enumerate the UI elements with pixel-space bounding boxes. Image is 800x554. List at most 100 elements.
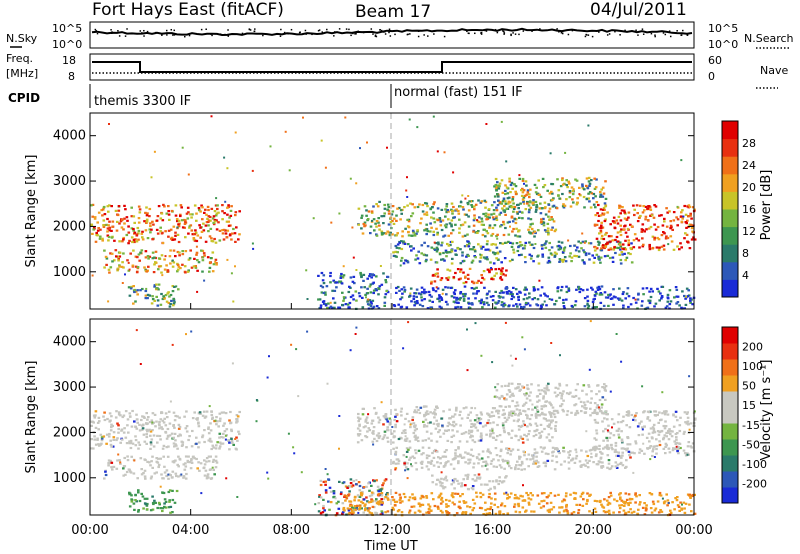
data-cell	[539, 212, 543, 215]
data-cell	[221, 232, 225, 235]
data-cell	[396, 243, 400, 246]
data-cell	[595, 406, 599, 409]
data-cell	[676, 218, 680, 221]
data-cell	[210, 207, 214, 210]
data-cell	[653, 238, 656, 241]
data-cell	[621, 206, 624, 209]
data-cell	[603, 498, 606, 501]
data-cell	[551, 412, 554, 415]
data-cell	[116, 267, 120, 270]
data-cell	[187, 455, 190, 458]
data-cell	[581, 389, 584, 392]
data-cell	[98, 420, 101, 423]
data-cell	[495, 209, 499, 212]
data-cell	[127, 242, 130, 245]
data-cell	[598, 288, 602, 291]
data-cell	[329, 281, 332, 284]
data-cell	[436, 297, 439, 300]
data-cell	[450, 295, 454, 298]
data-cell	[595, 178, 598, 181]
data-cell	[557, 240, 561, 243]
data-cell	[372, 281, 375, 284]
data-cell	[603, 291, 607, 294]
data-cell	[515, 435, 518, 438]
data-cell	[507, 432, 510, 435]
data-cell	[502, 233, 506, 237]
y-tick-label: 2000	[53, 219, 86, 234]
data-cell	[137, 221, 141, 224]
data-cell	[590, 390, 593, 393]
data-cell	[137, 229, 141, 233]
data-cell	[674, 497, 677, 500]
data-cell	[640, 230, 644, 233]
cpid-label: CPID	[8, 91, 40, 105]
data-cell	[352, 509, 356, 512]
data-cell	[449, 463, 453, 466]
data-cell	[422, 420, 425, 423]
data-cell	[514, 510, 518, 513]
data-cell	[218, 436, 221, 439]
data-cell	[218, 445, 222, 448]
data-cell	[648, 446, 651, 449]
data-cell	[546, 227, 550, 230]
data-cell	[597, 257, 600, 260]
data-cell	[508, 465, 511, 468]
data-cell	[653, 410, 656, 413]
data-cell	[550, 342, 553, 344]
data-cell	[587, 176, 591, 179]
data-cell	[425, 254, 429, 257]
data-cell	[502, 197, 506, 200]
data-cell	[207, 219, 211, 222]
data-cell	[586, 492, 589, 495]
data-cell	[386, 420, 390, 423]
data-cell	[611, 239, 615, 242]
data-cell	[595, 223, 599, 226]
data-cell	[684, 454, 688, 457]
data-cell	[499, 276, 502, 278]
data-cell	[349, 276, 353, 279]
data-cell	[459, 205, 462, 208]
data-cell	[208, 261, 212, 265]
data-cell	[510, 382, 514, 385]
data-cell	[624, 248, 628, 251]
data-cell	[679, 416, 682, 419]
data-cell	[138, 208, 142, 211]
data-cell	[600, 249, 604, 252]
data-cell	[163, 502, 166, 505]
data-cell	[522, 386, 526, 389]
nsearch-dot	[686, 34, 689, 36]
data-cell	[448, 423, 451, 426]
data-cell	[536, 410, 540, 413]
data-cell	[512, 419, 516, 422]
nsearch-dot	[560, 31, 563, 34]
data-cell	[484, 215, 487, 218]
data-cell	[448, 222, 452, 225]
data-cell	[584, 464, 587, 467]
nsearch-dot	[388, 31, 390, 34]
data-cell	[169, 302, 172, 306]
data-cell	[103, 477, 106, 480]
data-cell	[646, 306, 650, 309]
data-cell	[411, 497, 415, 500]
data-cell	[622, 415, 625, 418]
data-cell	[650, 214, 654, 217]
data-cell	[497, 459, 500, 462]
data-cell	[599, 195, 602, 198]
data-cell	[666, 504, 669, 507]
data-cell	[214, 241, 218, 244]
data-cell	[517, 296, 520, 299]
data-cell	[170, 476, 174, 479]
data-cell	[532, 203, 535, 206]
data-cell	[422, 253, 426, 256]
data-cell	[118, 255, 122, 258]
data-cell	[139, 457, 143, 460]
data-cell	[101, 239, 104, 242]
data-cell	[634, 298, 637, 301]
data-cell	[618, 493, 621, 496]
data-cell	[200, 204, 203, 207]
data-cell	[601, 461, 604, 464]
data-cell	[405, 447, 409, 450]
data-cell	[357, 499, 361, 502]
data-cell	[667, 438, 671, 441]
data-cell	[606, 413, 609, 416]
